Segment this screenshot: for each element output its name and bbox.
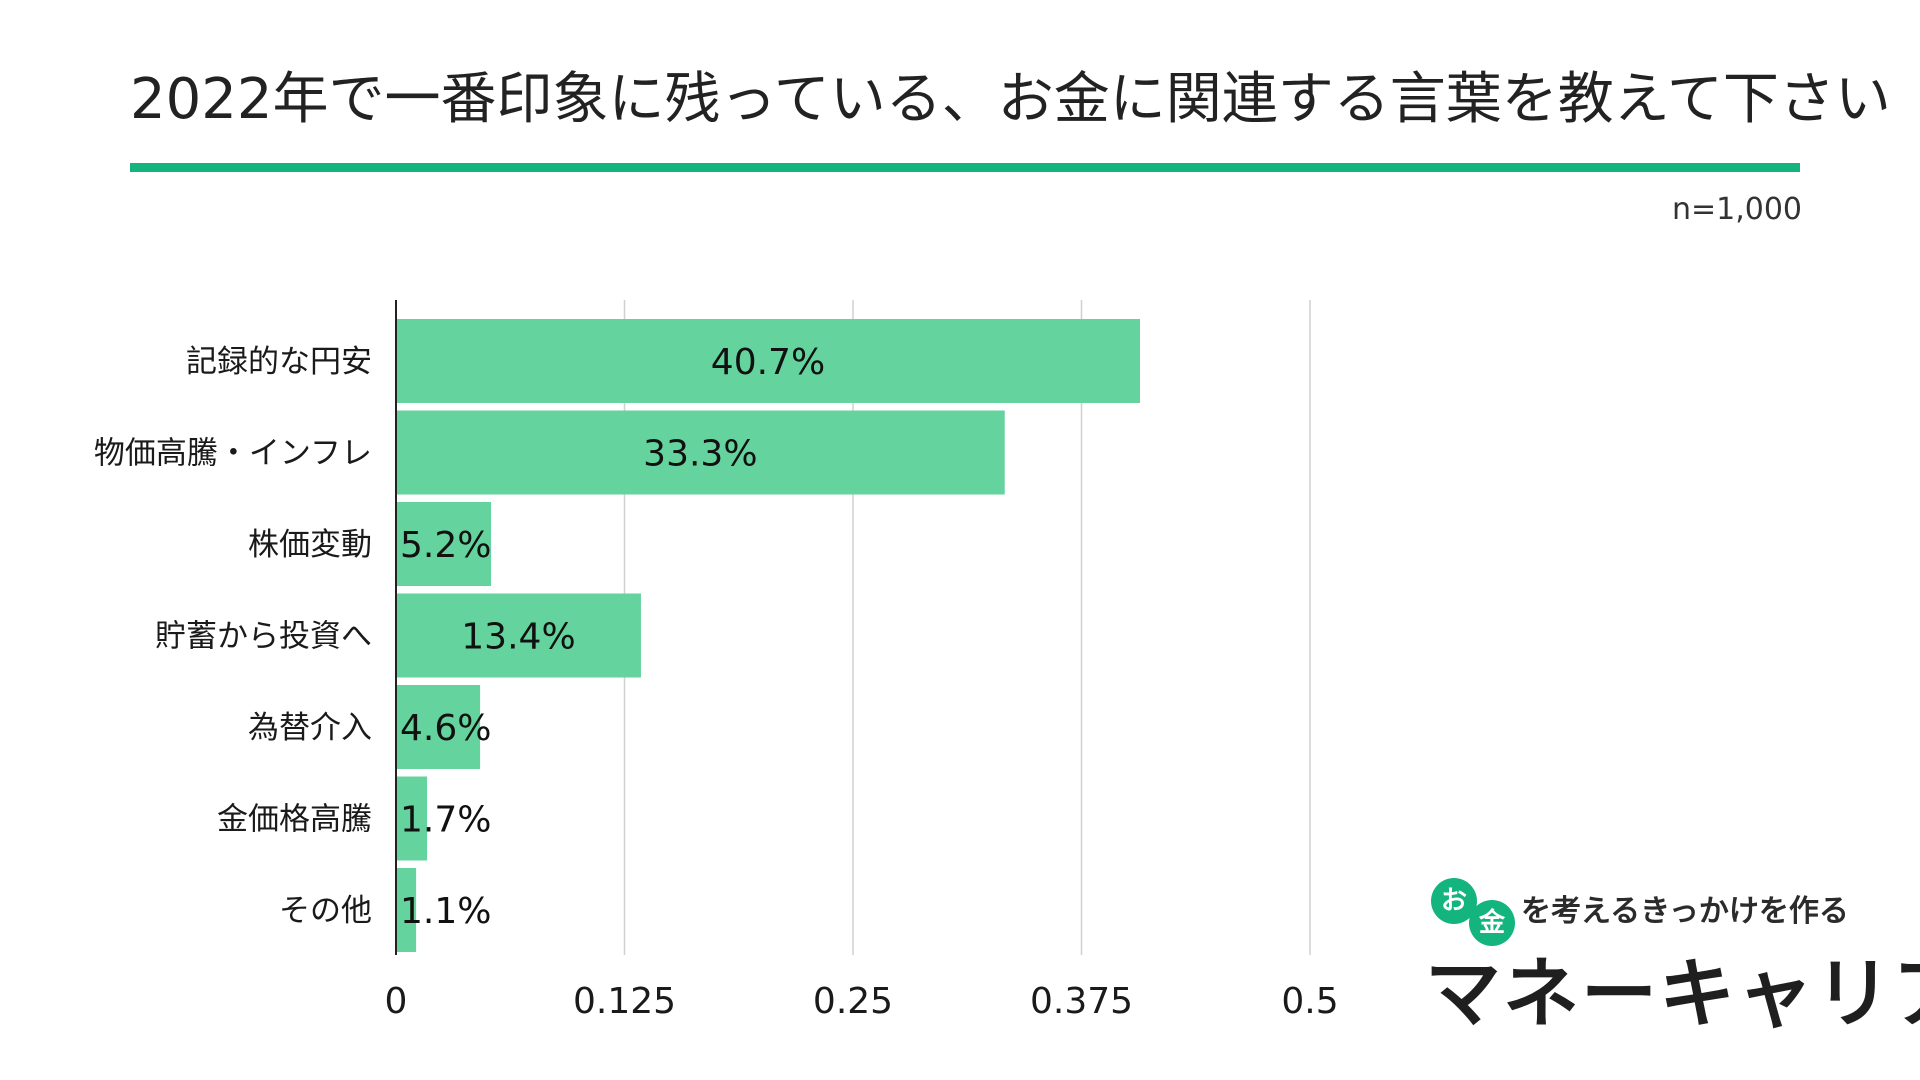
- brand-logo: お 金 を考えるきっかけを作る マネーキャリア: [1425, 872, 1920, 1052]
- x-tick-label: 0.375: [1030, 981, 1133, 1022]
- x-tick-label: 0: [385, 981, 408, 1022]
- title-underline: [130, 163, 1800, 172]
- category-label: 金価格高騰: [217, 802, 372, 838]
- data-label: 13.4%: [461, 617, 575, 658]
- sample-size-label: n=1,000: [1671, 192, 1802, 227]
- brand-name: マネーキャリア: [1425, 949, 1920, 1038]
- bar: [396, 776, 428, 861]
- category-label: 貯蓄から投資へ: [155, 619, 372, 655]
- bar: [396, 502, 492, 586]
- brand-tagline-text: を考えるきっかけを作る: [1521, 894, 1849, 929]
- data-label: 40.7%: [711, 342, 825, 383]
- brand-tagline: お 金 を考えるきっかけを作る: [1425, 872, 1905, 946]
- data-label: 33.3%: [643, 434, 757, 475]
- bar: [396, 685, 481, 769]
- brand-coin-icon: お: [1431, 878, 1477, 924]
- category-label: 物価高騰・インフレ: [94, 436, 372, 472]
- x-axis-tick-labels: 0 0.125 0.25 0.375 0.5: [385, 981, 1339, 1022]
- chart-title: 2022年で一番印象に残っている、お金に関連する言葉を教えて下さい: [130, 67, 1891, 132]
- x-tick-label: 0.25: [813, 981, 893, 1022]
- brand-coin-icon: 金: [1469, 900, 1515, 946]
- data-labels: 40.7% 33.3% 5.2% 13.4% 4.6% 1.7% 1.1%: [400, 342, 825, 932]
- data-label: 5.2%: [400, 525, 491, 566]
- bar: [396, 410, 1005, 495]
- category-label: 為替介入: [248, 710, 372, 746]
- data-label: 1.1%: [400, 891, 491, 932]
- data-label: 1.7%: [400, 800, 491, 841]
- x-tick-label: 0.125: [573, 981, 676, 1022]
- bars: [396, 319, 1140, 952]
- data-label: 4.6%: [400, 708, 491, 749]
- bar: [396, 868, 417, 952]
- category-label: その他: [279, 893, 372, 929]
- category-label: 記録的な円安: [186, 344, 372, 380]
- bar: [396, 593, 641, 678]
- bar: [396, 319, 1140, 403]
- x-tick-label: 0.5: [1281, 981, 1338, 1022]
- category-label: 株価変動: [248, 527, 372, 563]
